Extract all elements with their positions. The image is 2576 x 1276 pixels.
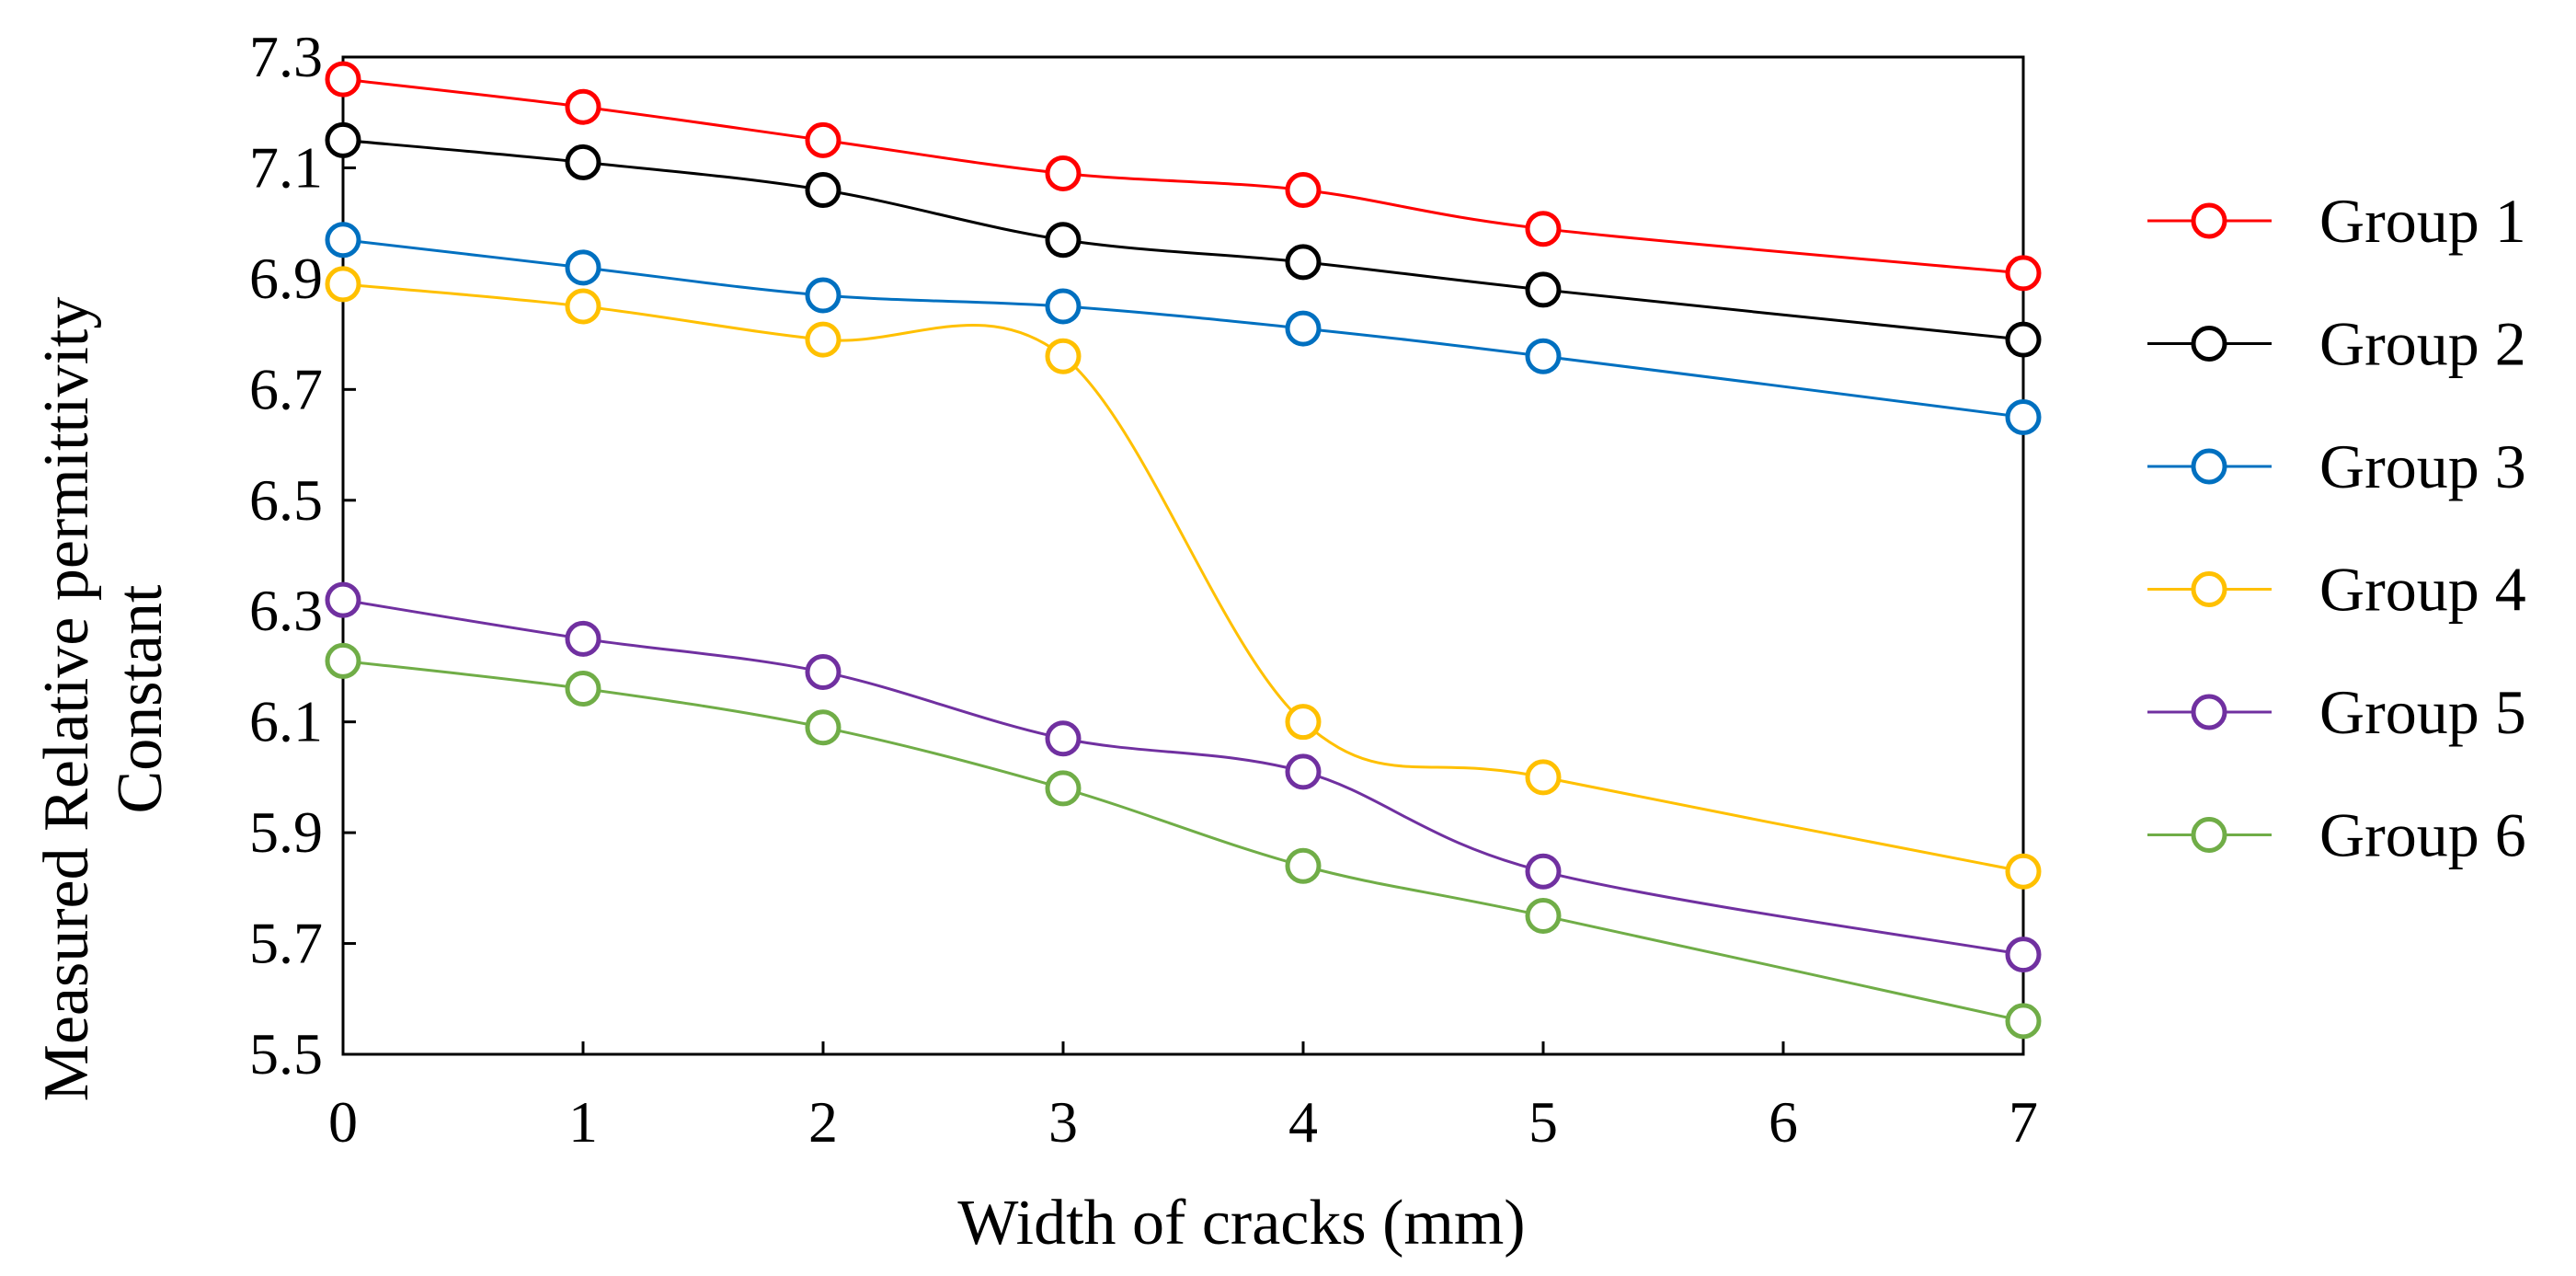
legend-label: Group 6	[2319, 800, 2526, 870]
data-point	[1045, 770, 1082, 807]
data-point	[565, 88, 601, 125]
data-point	[805, 121, 841, 158]
data-point	[325, 642, 361, 679]
data-point	[325, 266, 361, 303]
data-point	[325, 121, 361, 158]
data-point	[325, 581, 361, 618]
data-point	[1285, 310, 1322, 347]
x-tick-label: 1	[568, 1089, 598, 1155]
data-point	[1525, 759, 1562, 796]
legend-marker	[2191, 694, 2227, 730]
data-point	[1045, 222, 1082, 259]
plot-area	[341, 55, 2025, 1056]
series-2	[325, 121, 2042, 358]
x-tick-label: 4	[1288, 1089, 1318, 1155]
data-point	[1285, 172, 1322, 209]
data-point	[1525, 271, 1562, 308]
data-point	[1285, 753, 1322, 790]
data-point	[805, 709, 841, 746]
data-point	[1525, 338, 1562, 374]
data-point	[805, 172, 841, 209]
legend-marker	[2191, 448, 2227, 485]
data-point	[565, 249, 601, 286]
data-point	[1045, 288, 1082, 325]
y-tick-label: 6.1	[249, 689, 323, 754]
data-point	[565, 620, 601, 657]
y-tick-label: 6.7	[249, 356, 323, 421]
x-axis-title: Width of cracks (mm)	[957, 1188, 1525, 1259]
legend-label: Group 3	[2319, 431, 2526, 501]
data-point	[805, 277, 841, 314]
data-point	[2005, 398, 2042, 435]
data-point	[2005, 321, 2042, 358]
data-point	[1045, 720, 1082, 757]
x-tick-label: 3	[1048, 1089, 1078, 1155]
data-point	[565, 288, 601, 325]
data-point	[1525, 897, 1562, 934]
data-point	[325, 61, 361, 98]
legend-label: Group 5	[2319, 677, 2526, 747]
legend-label: Group 2	[2319, 309, 2526, 379]
y-tick-label: 7.1	[249, 134, 323, 200]
data-point	[805, 653, 841, 690]
y-tick-label: 6.3	[249, 578, 323, 643]
series-line	[342, 598, 2024, 957]
x-tick-label: 6	[1769, 1089, 1798, 1155]
y-tick-label: 6.5	[249, 467, 323, 533]
data-point	[2005, 853, 2042, 890]
legend-item: Group 4	[2147, 555, 2526, 625]
series-1	[325, 61, 2042, 292]
x-tick-label: 0	[328, 1089, 358, 1155]
series-line	[342, 659, 2024, 1023]
y-tick-label: 6.9	[249, 246, 323, 311]
legend-label: Group 4	[2319, 555, 2526, 625]
axis-ticks: 5.5 5.7 5.9 6.1 6.3 6.5 6.7 6.9 7.1 7.3 0 1 2 3 4 5 6 7	[249, 24, 2038, 1155]
data-point	[2005, 1003, 2042, 1040]
y-tick-label: 7.3	[249, 24, 323, 89]
series-6	[325, 642, 2042, 1040]
data-point	[1285, 244, 1322, 281]
data-point	[1285, 847, 1322, 884]
y-axis-title-line-2: Constant	[105, 584, 176, 813]
data-point	[2005, 937, 2042, 973]
legend-item: Group 1	[2147, 186, 2526, 256]
series-3	[325, 222, 2042, 435]
data-point	[1045, 338, 1082, 374]
legend-marker	[2191, 817, 2227, 853]
legend-marker	[2191, 571, 2227, 607]
data-point	[1285, 704, 1322, 741]
legend-item: Group 3	[2147, 431, 2526, 501]
legend-label: Group 1	[2319, 186, 2526, 256]
data-point	[565, 671, 601, 707]
data-point	[1525, 853, 1562, 890]
x-tick-label: 7	[2009, 1089, 2038, 1155]
data-point	[565, 144, 601, 180]
legend-marker	[2191, 326, 2227, 362]
legend-item: Group 2	[2147, 309, 2526, 379]
y-tick-label: 5.5	[249, 1021, 323, 1086]
legend-marker	[2191, 202, 2227, 239]
x-tick-label: 2	[808, 1089, 838, 1155]
series-line	[342, 282, 2024, 873]
series-5	[325, 581, 2042, 973]
legend: Group 1 Group 2 Group 3 Group 4 Group 5 Group…	[2147, 186, 2526, 870]
y-tick-label: 5.7	[249, 911, 323, 976]
plot-frame	[341, 55, 2025, 1056]
series-4	[325, 266, 2042, 890]
data-point	[1045, 155, 1082, 191]
data-point	[805, 321, 841, 358]
y-axis-title-line-1: Measured Relative permittivity	[31, 297, 102, 1102]
y-tick-label: 5.9	[249, 799, 323, 865]
legend-item: Group 5	[2147, 677, 2526, 747]
data-point	[1525, 211, 1562, 247]
data-point	[325, 222, 361, 259]
series-layer	[325, 61, 2042, 1040]
legend-item: Group 6	[2147, 800, 2526, 870]
data-point	[2005, 255, 2042, 292]
x-tick-label: 5	[1528, 1089, 1558, 1155]
